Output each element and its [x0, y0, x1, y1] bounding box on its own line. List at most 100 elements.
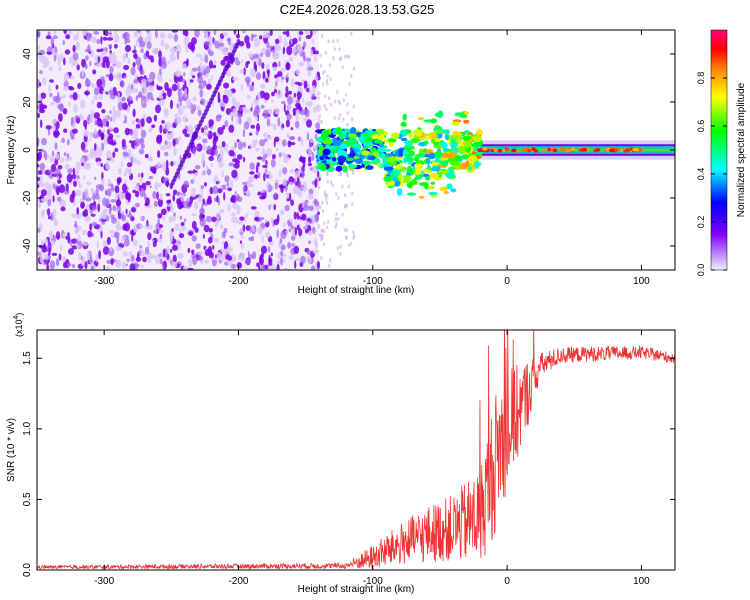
noise-speckle [144, 153, 149, 159]
noise-speckle [102, 90, 107, 94]
noise-speckle [140, 118, 145, 128]
noise-speckle [227, 255, 233, 261]
signal-peak [571, 147, 575, 151]
noise-speckle [54, 168, 61, 177]
noise-speckle [208, 236, 213, 244]
noise-speckle [40, 119, 43, 128]
noise-speckle [140, 176, 143, 184]
signal-peak [501, 148, 506, 153]
noise-speckle [250, 68, 256, 78]
noise-speckle [303, 80, 308, 89]
noise-speckle [94, 128, 97, 136]
noise-speckle [147, 156, 153, 161]
noise-speckle [172, 123, 177, 129]
noise-speckle [63, 128, 68, 133]
noise-speckle [253, 53, 260, 59]
spectrogram-x-tick-label: 100 [633, 276, 650, 287]
noise-speckle [145, 36, 152, 42]
noise-speckle [235, 33, 241, 39]
noise-speckle [219, 209, 225, 214]
snr-x-tick-label: -200 [228, 576, 248, 587]
noise-speckle [148, 84, 154, 92]
noise-fringe [326, 171, 329, 176]
noise-speckle [122, 102, 128, 111]
noise-speckle [145, 246, 150, 255]
signal-blob [444, 133, 450, 141]
noise-speckle [96, 241, 99, 250]
noise-speckle [75, 225, 82, 232]
signal-blob [354, 158, 363, 164]
noise-speckle [200, 185, 204, 189]
noise-speckle [106, 236, 111, 245]
noise-speckle [196, 143, 203, 152]
noise-speckle [66, 153, 70, 159]
noise-fringe [322, 242, 326, 247]
noise-speckle [208, 155, 214, 162]
noise-speckle [305, 256, 310, 260]
noise-speckle [220, 224, 224, 230]
noise-speckle [69, 75, 75, 80]
noise-speckle [236, 205, 241, 215]
noise-speckle [302, 117, 308, 122]
noise-speckle [183, 36, 190, 46]
noise-speckle [59, 156, 65, 163]
noise-speckle [249, 225, 252, 234]
noise-speckle [257, 191, 262, 196]
noise-speckle [123, 31, 130, 41]
noise-speckle [317, 95, 320, 101]
noise-speckle [308, 188, 314, 195]
noise-speckle [317, 211, 320, 216]
noise-speckle [263, 172, 266, 182]
noise-speckle [182, 128, 188, 135]
noise-speckle [117, 220, 120, 226]
colorbar-tick-label: 0.8 [696, 72, 706, 85]
noise-speckle [306, 132, 310, 141]
noise-speckle [50, 240, 56, 246]
noise-speckle [96, 48, 102, 53]
noise-speckle [304, 108, 310, 118]
signal-blob [417, 116, 425, 121]
noise-speckle [224, 120, 229, 128]
noise-speckle [74, 115, 80, 120]
noise-speckle [227, 187, 233, 192]
noise-speckle [76, 175, 80, 179]
noise-speckle [275, 147, 279, 152]
noise-speckle [197, 109, 202, 117]
noise-speckle [307, 149, 313, 157]
noise-speckle [150, 166, 157, 173]
noise-speckle [289, 168, 294, 174]
noise-speckle [307, 163, 312, 167]
noise-speckle [107, 178, 111, 186]
noise-speckle [277, 251, 281, 260]
noise-speckle [205, 215, 213, 223]
noise-speckle [54, 152, 60, 160]
noise-speckle [307, 193, 314, 200]
snr-background [37, 330, 675, 570]
noise-speckle [165, 180, 170, 187]
noise-speckle [129, 263, 136, 270]
noise-speckle [107, 91, 110, 98]
noise-speckle [264, 219, 268, 224]
noise-speckle [122, 53, 126, 63]
noise-speckle [284, 37, 287, 45]
noise-speckle [204, 32, 209, 40]
signal-blob [388, 141, 394, 148]
noise-speckle [295, 115, 299, 121]
noise-speckle [124, 238, 130, 247]
signal-blob [398, 160, 403, 164]
noise-speckle [139, 245, 143, 249]
noise-fringe [326, 200, 329, 205]
signal-blob [416, 153, 425, 158]
noise-speckle [89, 114, 93, 124]
noise-speckle [177, 107, 184, 116]
noise-speckle [164, 43, 170, 51]
noise-speckle [243, 67, 246, 76]
noise-speckle [185, 44, 189, 53]
noise-fringe [327, 96, 331, 101]
noise-speckle [48, 169, 52, 174]
noise-speckle [41, 240, 44, 246]
noise-speckle [89, 223, 93, 231]
noise-speckle [215, 212, 221, 220]
noise-speckle [167, 60, 171, 64]
noise-speckle [126, 95, 133, 102]
